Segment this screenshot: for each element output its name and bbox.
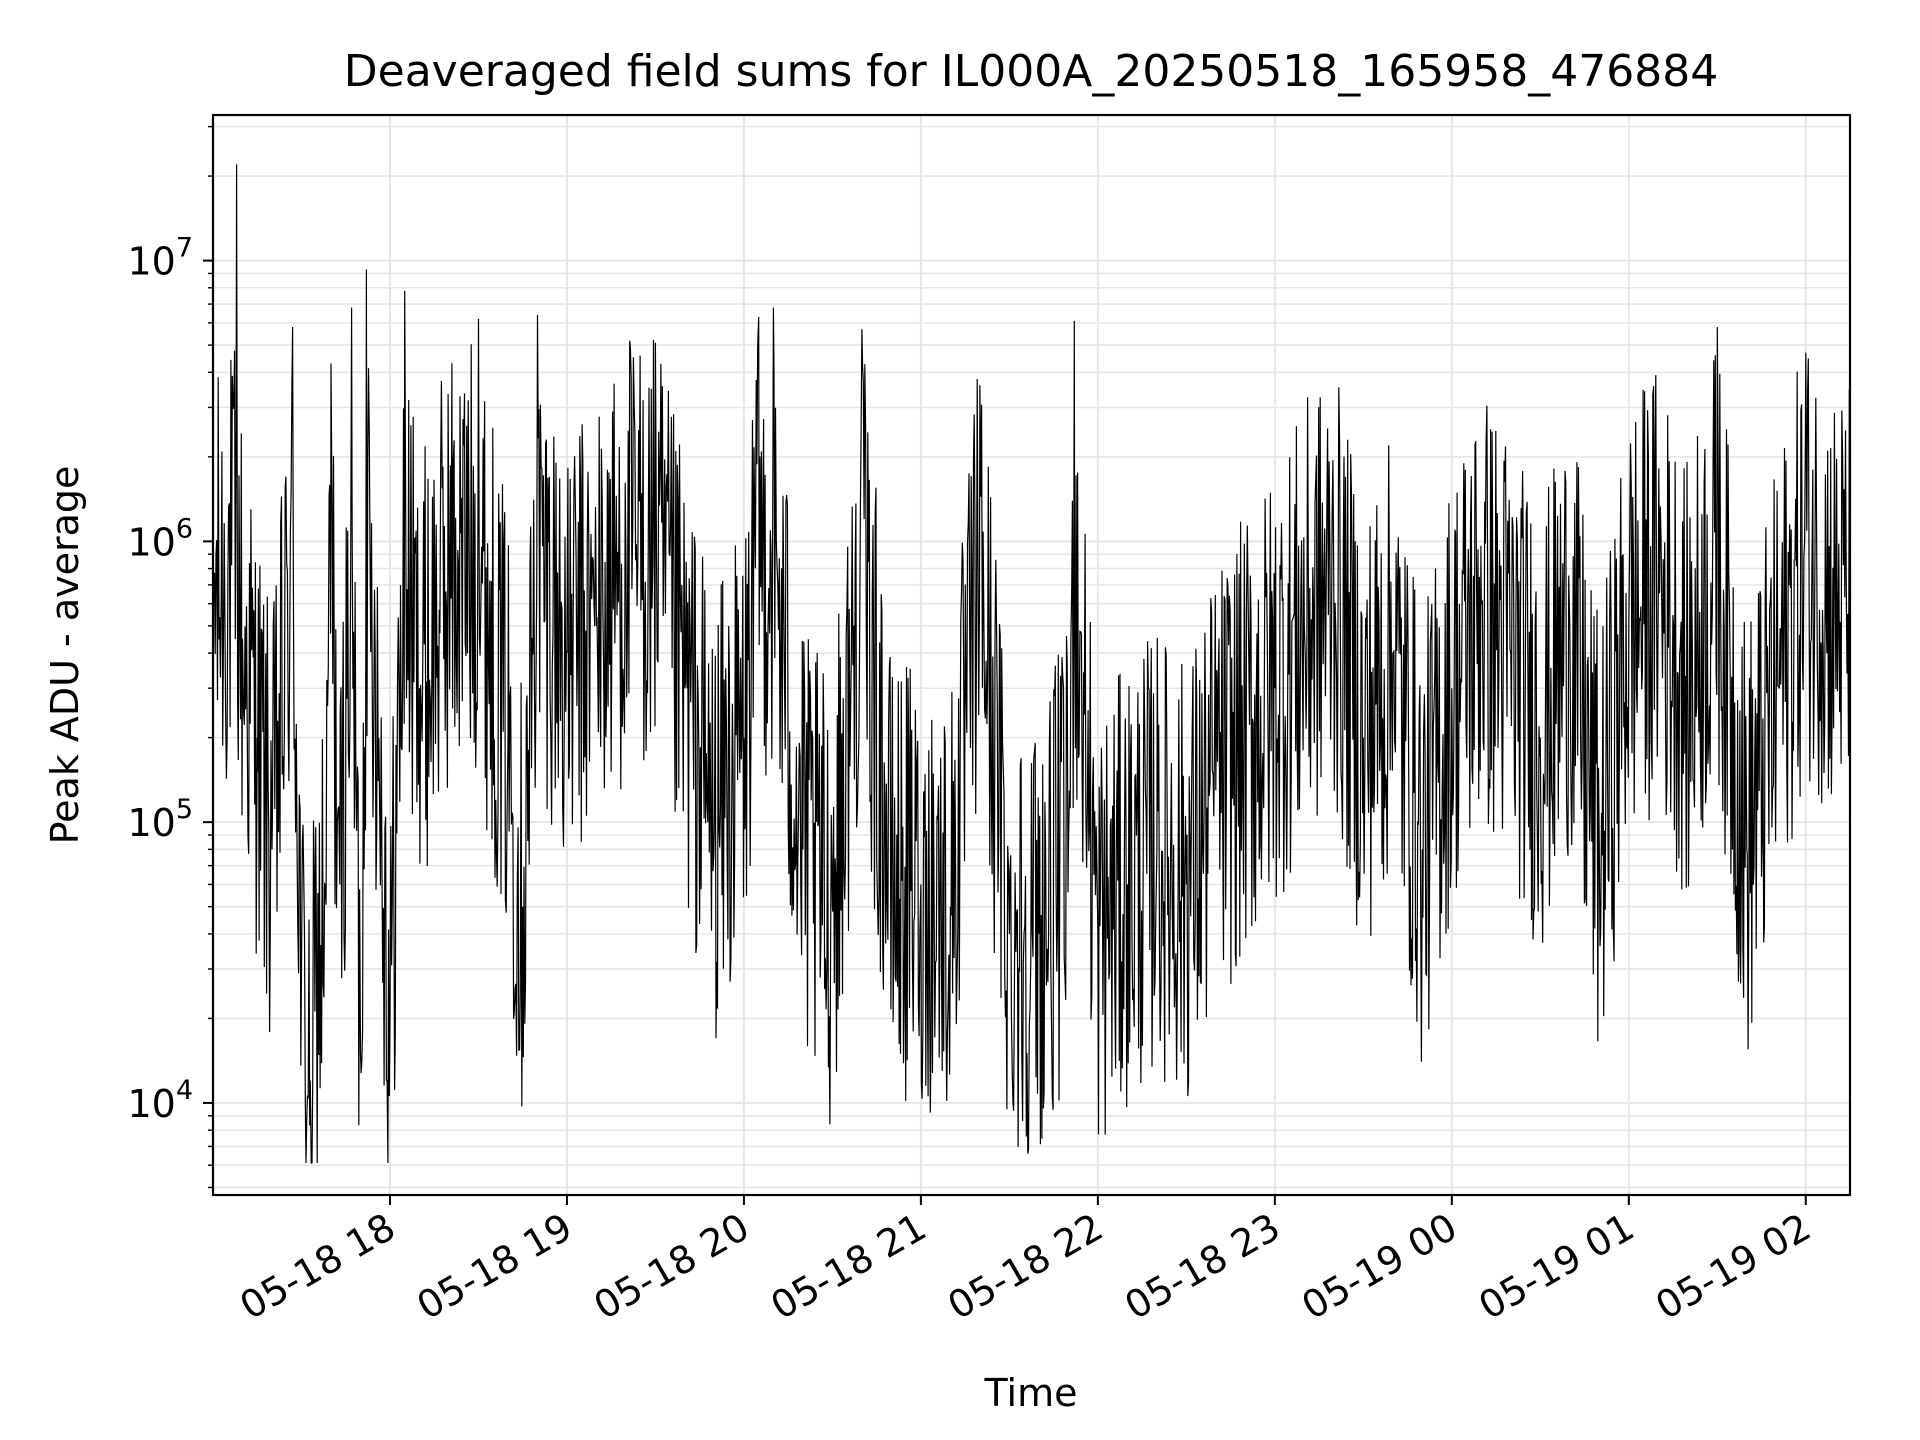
x-tick-label: 05-19 01	[1471, 1205, 1641, 1329]
x-axis-label: Time	[984, 1371, 1078, 1415]
y-axis: 104 105 106 107	[127, 125, 213, 1189]
plot-frame	[211, 113, 1852, 1197]
series-line	[212, 164, 1851, 1164]
x-tick-label: 05-18 23	[1117, 1205, 1287, 1329]
chart-title: Deaveraged field sums for IL000A_2025051…	[344, 46, 1718, 97]
x-tick-label: 05-19 02	[1648, 1205, 1818, 1329]
y-axis-label: Peak ADU - average	[43, 466, 87, 845]
x-tick-label: 05-18 22	[940, 1205, 1110, 1329]
x-tick-label: 05-18 20	[586, 1205, 756, 1329]
x-tick-label: 05-19 00	[1294, 1205, 1464, 1329]
x-tick-label: 05-18 21	[763, 1205, 933, 1329]
x-tick-label: 05-18 18	[233, 1205, 403, 1329]
y-tick-label: 107	[127, 233, 193, 284]
y-tick-label: 106	[127, 513, 193, 564]
y-tick-label: 104	[127, 1075, 193, 1126]
series-trace	[212, 164, 1851, 1164]
y-tick-label: 105	[127, 794, 193, 845]
x-axis: 05-18 18 05-18 19 05-18 20 05-18 21 05-18 22…	[233, 1195, 1818, 1329]
x-tick-label: 05-18 19	[409, 1205, 579, 1329]
